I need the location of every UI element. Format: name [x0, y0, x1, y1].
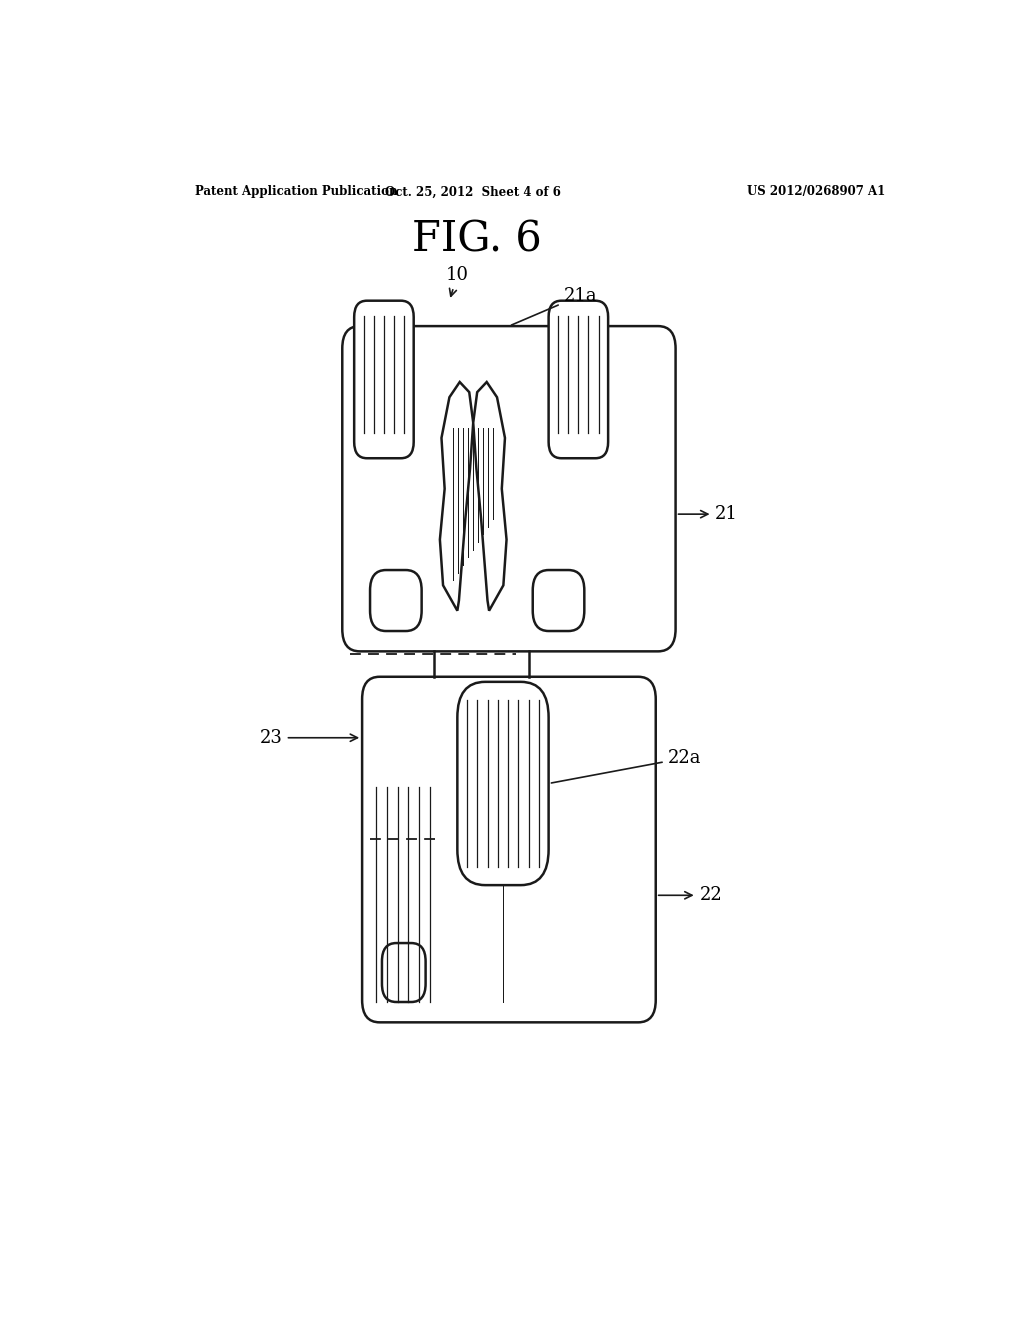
- FancyBboxPatch shape: [549, 301, 608, 458]
- Text: US 2012/0268907 A1: US 2012/0268907 A1: [748, 185, 886, 198]
- Text: 10: 10: [445, 267, 469, 296]
- Text: FIG. 6: FIG. 6: [413, 219, 542, 261]
- FancyBboxPatch shape: [532, 570, 585, 631]
- Polygon shape: [440, 381, 473, 611]
- Text: 21a: 21a: [511, 286, 597, 325]
- Text: Oct. 25, 2012  Sheet 4 of 6: Oct. 25, 2012 Sheet 4 of 6: [385, 185, 561, 198]
- Text: Patent Application Publication: Patent Application Publication: [196, 185, 398, 198]
- Text: 21: 21: [678, 506, 738, 523]
- FancyBboxPatch shape: [354, 301, 414, 458]
- FancyBboxPatch shape: [370, 570, 422, 631]
- Polygon shape: [473, 381, 507, 611]
- FancyBboxPatch shape: [382, 942, 426, 1002]
- Text: 23: 23: [260, 729, 357, 747]
- FancyBboxPatch shape: [342, 326, 676, 651]
- Text: 22a: 22a: [551, 748, 701, 783]
- FancyBboxPatch shape: [458, 682, 549, 886]
- Text: 22: 22: [658, 886, 722, 904]
- FancyBboxPatch shape: [362, 677, 655, 1022]
